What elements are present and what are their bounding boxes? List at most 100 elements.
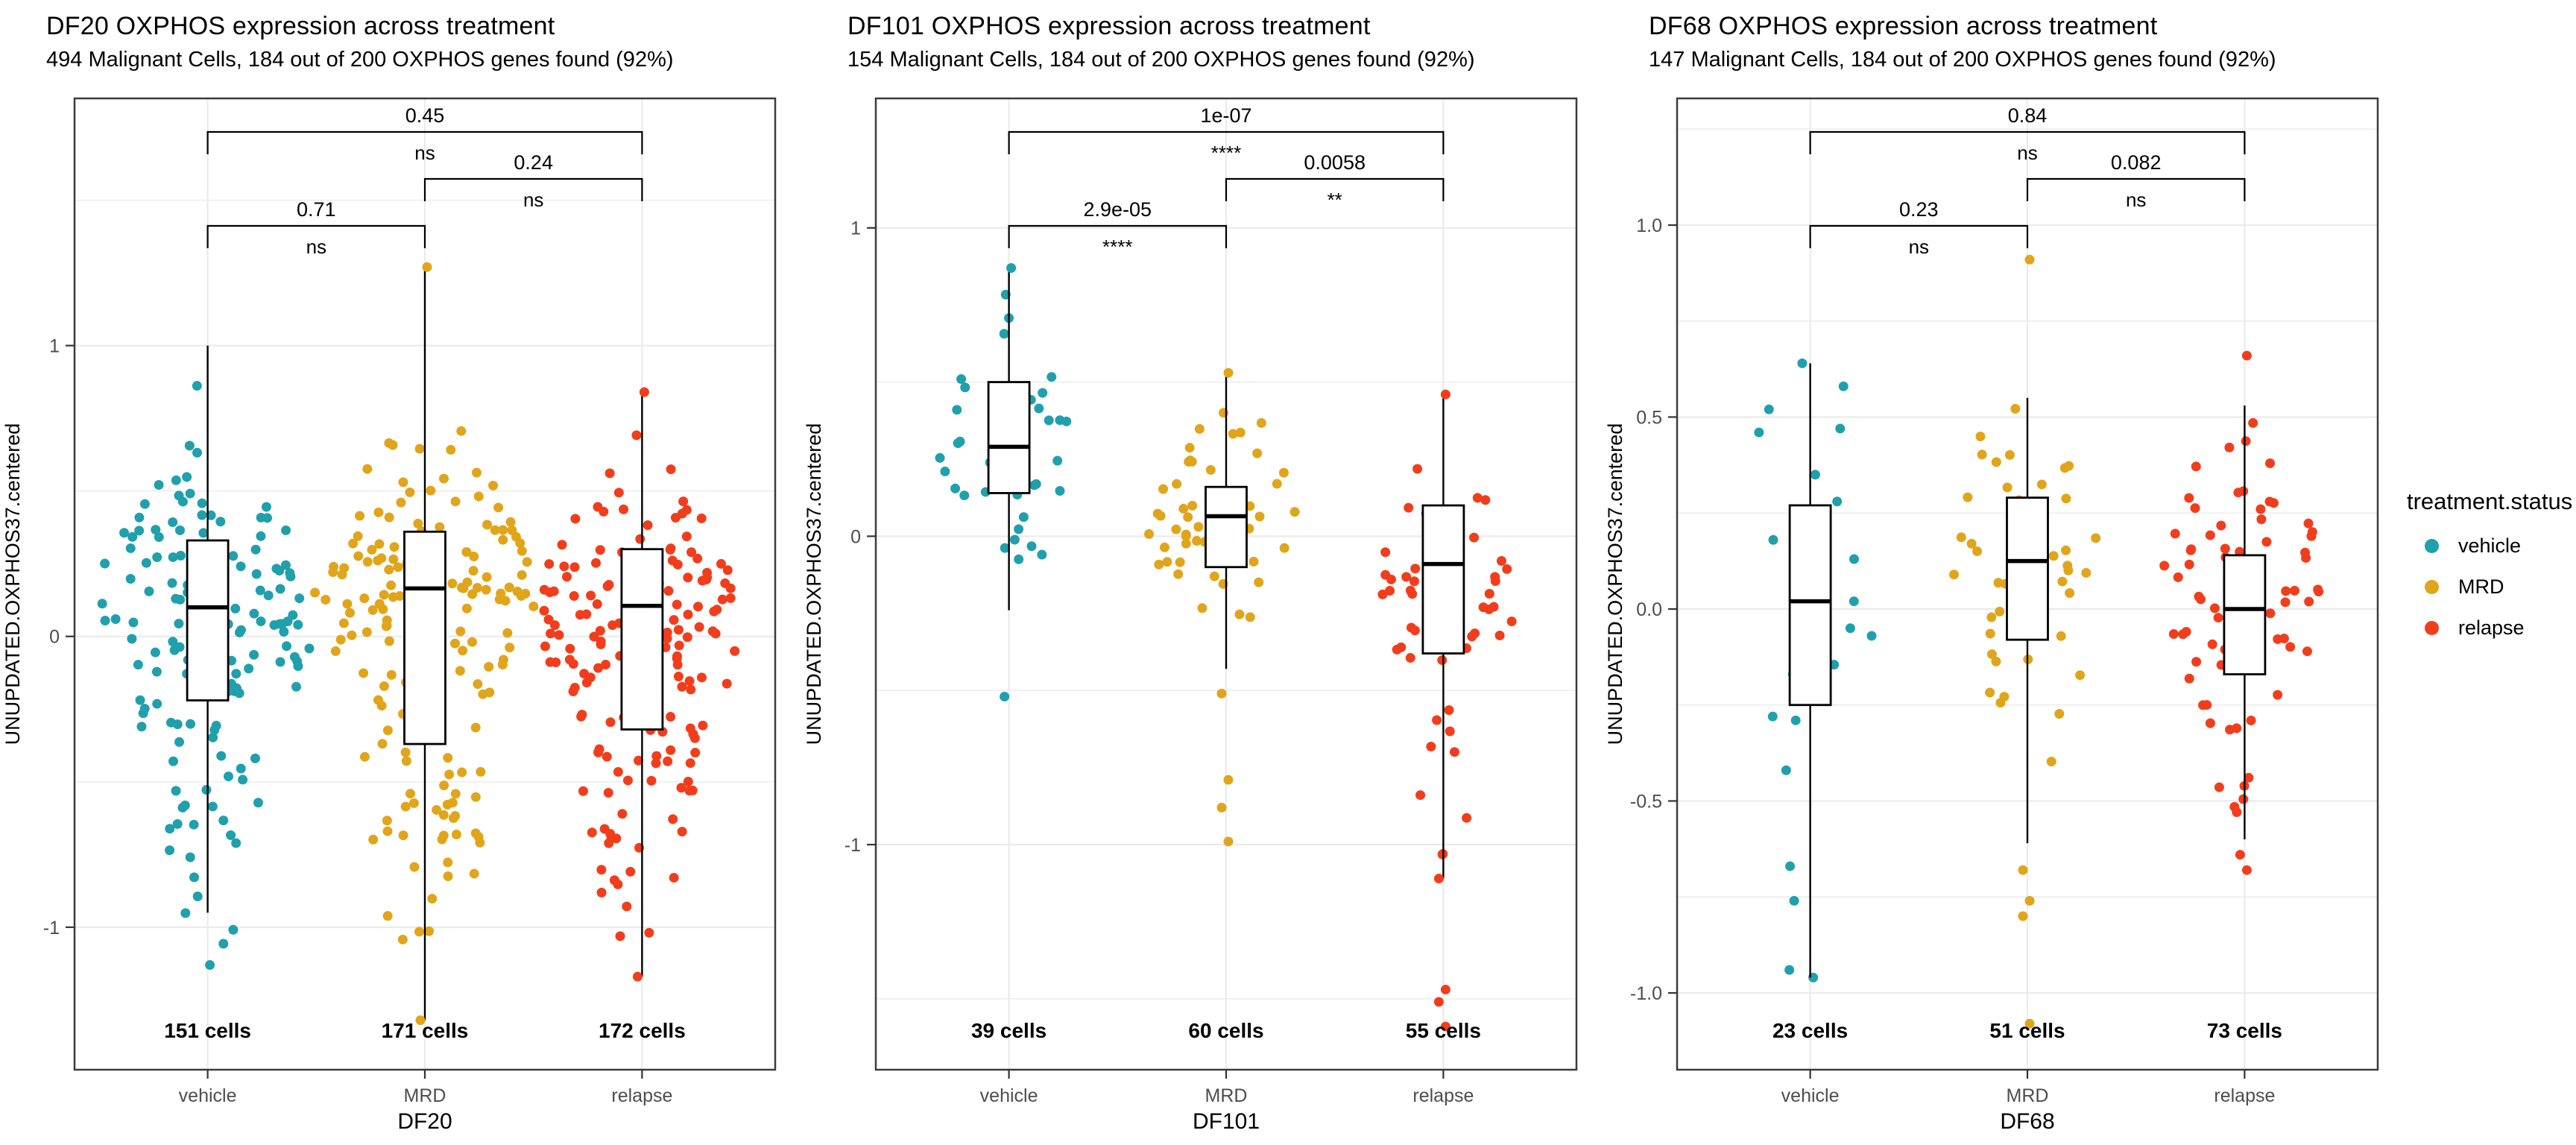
cell-count-label: 39 cells (971, 1019, 1046, 1042)
x-axis-title: DF68 (2000, 1109, 2054, 1134)
group-MRD (310, 262, 539, 1026)
significance-label: ns (414, 142, 435, 164)
x-tick-label: relapse (2214, 1085, 2275, 1106)
y-tick-label: 1 (49, 336, 60, 357)
y-tick-label: -1.0 (1630, 983, 1662, 1004)
y-axis: 1.0 0.5 0.0 -0.5 -1.0 UNUPDATED.OXPHOS37.cent… (1604, 215, 1677, 1004)
box (186, 539, 230, 701)
group-vehicle (935, 263, 1072, 701)
x-axis-title: DF101 (1193, 1109, 1260, 1134)
cell-count-label: 171 cells (382, 1019, 469, 1042)
beeswarm-boxplot-df20: 1 0 -1 UNUPDATED.OXPHOS37.centered vehicle MR… (1, 97, 777, 1134)
p-value-label: 0.082 (2111, 151, 2162, 174)
group-relapse (1377, 389, 1517, 1032)
y-axis-title: UNUPDATED.OXPHOS37.centered (803, 423, 825, 745)
significance-bracket: 0.45 ns (206, 104, 643, 164)
significance-label: **** (1211, 142, 1241, 164)
box (987, 381, 1031, 494)
y-tick-label: 0 (49, 627, 60, 648)
panel-df101: DF101 OXPHOS expression across treatment… (801, 0, 1603, 1145)
outlier-points (1433, 389, 1450, 1032)
p-value-label: 0.23 (1899, 198, 1939, 221)
y-tick-label: -0.5 (1630, 791, 1662, 812)
cell-count-label: 151 cells (164, 1019, 251, 1042)
cell-count-label: 51 cells (1989, 1019, 2065, 1042)
x-axis: vehicle MRD relapse DF20 (179, 1070, 672, 1134)
significance-bracket: 0.24 ns (423, 151, 643, 211)
box (2006, 496, 2049, 641)
panel-subtitle: 494 Malignant Cells, 184 out of 200 OXPH… (46, 48, 674, 72)
y-axis: 1 0 -1 UNUPDATED.OXPHOS37.centered (1, 336, 75, 939)
outlier-points (2018, 254, 2035, 1029)
significance-bracket: 0.84 ns (1809, 104, 2246, 164)
significance-label: ** (1328, 189, 1342, 211)
p-value-label: 0.45 (405, 104, 445, 127)
significance-label: **** (1102, 236, 1132, 258)
panel-title: DF101 OXPHOS expression across treatment (847, 12, 1371, 40)
legend-label: vehicle (2458, 534, 2522, 557)
p-value-label: 2.9e-05 (1084, 198, 1152, 221)
group-relapse (2159, 350, 2324, 875)
y-tick-label: 0.5 (1636, 407, 1662, 428)
significance-label: ns (1909, 236, 1929, 258)
legend: treatment.status vehicle MRD relapse (2404, 0, 2576, 1145)
box (1205, 485, 1248, 569)
x-axis-title: DF20 (397, 1109, 452, 1134)
outlier-points (632, 387, 649, 982)
box (620, 548, 664, 731)
x-tick-label: vehicle (980, 1085, 1038, 1106)
significance-bracket: 0.23 ns (1809, 198, 2029, 258)
group-MRD (1144, 368, 1300, 847)
y-tick-label: -1 (43, 918, 60, 939)
significance-bracket: 0.0058 ** (1225, 151, 1445, 211)
legend-title: treatment.status (2407, 488, 2573, 514)
legend-item-vehicle: vehicle (2407, 534, 2576, 558)
outlier-points (1216, 368, 1234, 847)
cell-count-label: 172 cells (599, 1019, 686, 1042)
group-relapse (539, 387, 740, 982)
box (2223, 554, 2267, 675)
significance-label: ns (523, 189, 543, 211)
x-tick-label: relapse (1412, 1085, 1474, 1106)
beeswarm-boxplot-df68: 1.0 0.5 0.0 -0.5 -1.0 UNUPDATED.OXPHOS37.cent… (1604, 97, 2379, 1134)
point-cloud (1377, 464, 1517, 859)
group-vehicle (97, 345, 315, 971)
point-cloud (539, 430, 740, 941)
significance-bracket: 1e-07 **** (1008, 104, 1445, 164)
legend-label: MRD (2458, 575, 2504, 598)
panel-title: DF20 OXPHOS expression across treatment (46, 12, 555, 40)
x-tick-label: vehicle (1781, 1085, 1840, 1106)
x-tick-label: MRD (404, 1085, 446, 1106)
panel-subtitle: 147 Malignant Cells, 184 out of 200 OXPH… (1649, 48, 2276, 72)
p-value-label: 0.0058 (1304, 151, 1366, 174)
significance-label: ns (306, 236, 326, 258)
p-value-label: 1e-07 (1200, 104, 1251, 127)
y-tick-label: 1.0 (1636, 215, 1662, 236)
significance-bracket: 0.082 ns (2026, 151, 2246, 211)
y-tick-label: 0 (850, 526, 861, 547)
p-value-label: 0.84 (2008, 104, 2048, 127)
y-axis-title: UNUPDATED.OXPHOS37.centered (1604, 423, 1626, 745)
outlier-points (2235, 350, 2252, 875)
point-cloud (310, 426, 539, 944)
x-axis: vehicle MRD relapse DF101 (980, 1070, 1474, 1134)
outlier-points (205, 960, 215, 971)
y-tick-label: 1 (850, 218, 861, 239)
significance-label: ns (2126, 189, 2146, 211)
box (403, 530, 446, 745)
significance-label: ns (2017, 142, 2037, 164)
group-vehicle (1754, 358, 1877, 982)
y-axis-title: UNUPDATED.OXPHOS37.centered (1, 423, 24, 745)
legend-item-mrd: MRD (2407, 575, 2576, 599)
y-tick-label: -1 (845, 835, 861, 856)
x-tick-label: relapse (611, 1085, 672, 1106)
box (1788, 504, 1832, 707)
y-tick-label: 0.0 (1636, 599, 1662, 620)
panel-subtitle: 154 Malignant Cells, 184 out of 200 OXPH… (847, 48, 1475, 72)
p-value-label: 0.71 (297, 198, 336, 221)
outlier-points (415, 262, 432, 1026)
mrd-dot-icon (2425, 579, 2439, 594)
significance-bracket: 0.71 ns (206, 198, 426, 258)
outlier-points (1000, 263, 1017, 701)
panel-title: DF68 OXPHOS expression across treatment (1649, 12, 2158, 40)
